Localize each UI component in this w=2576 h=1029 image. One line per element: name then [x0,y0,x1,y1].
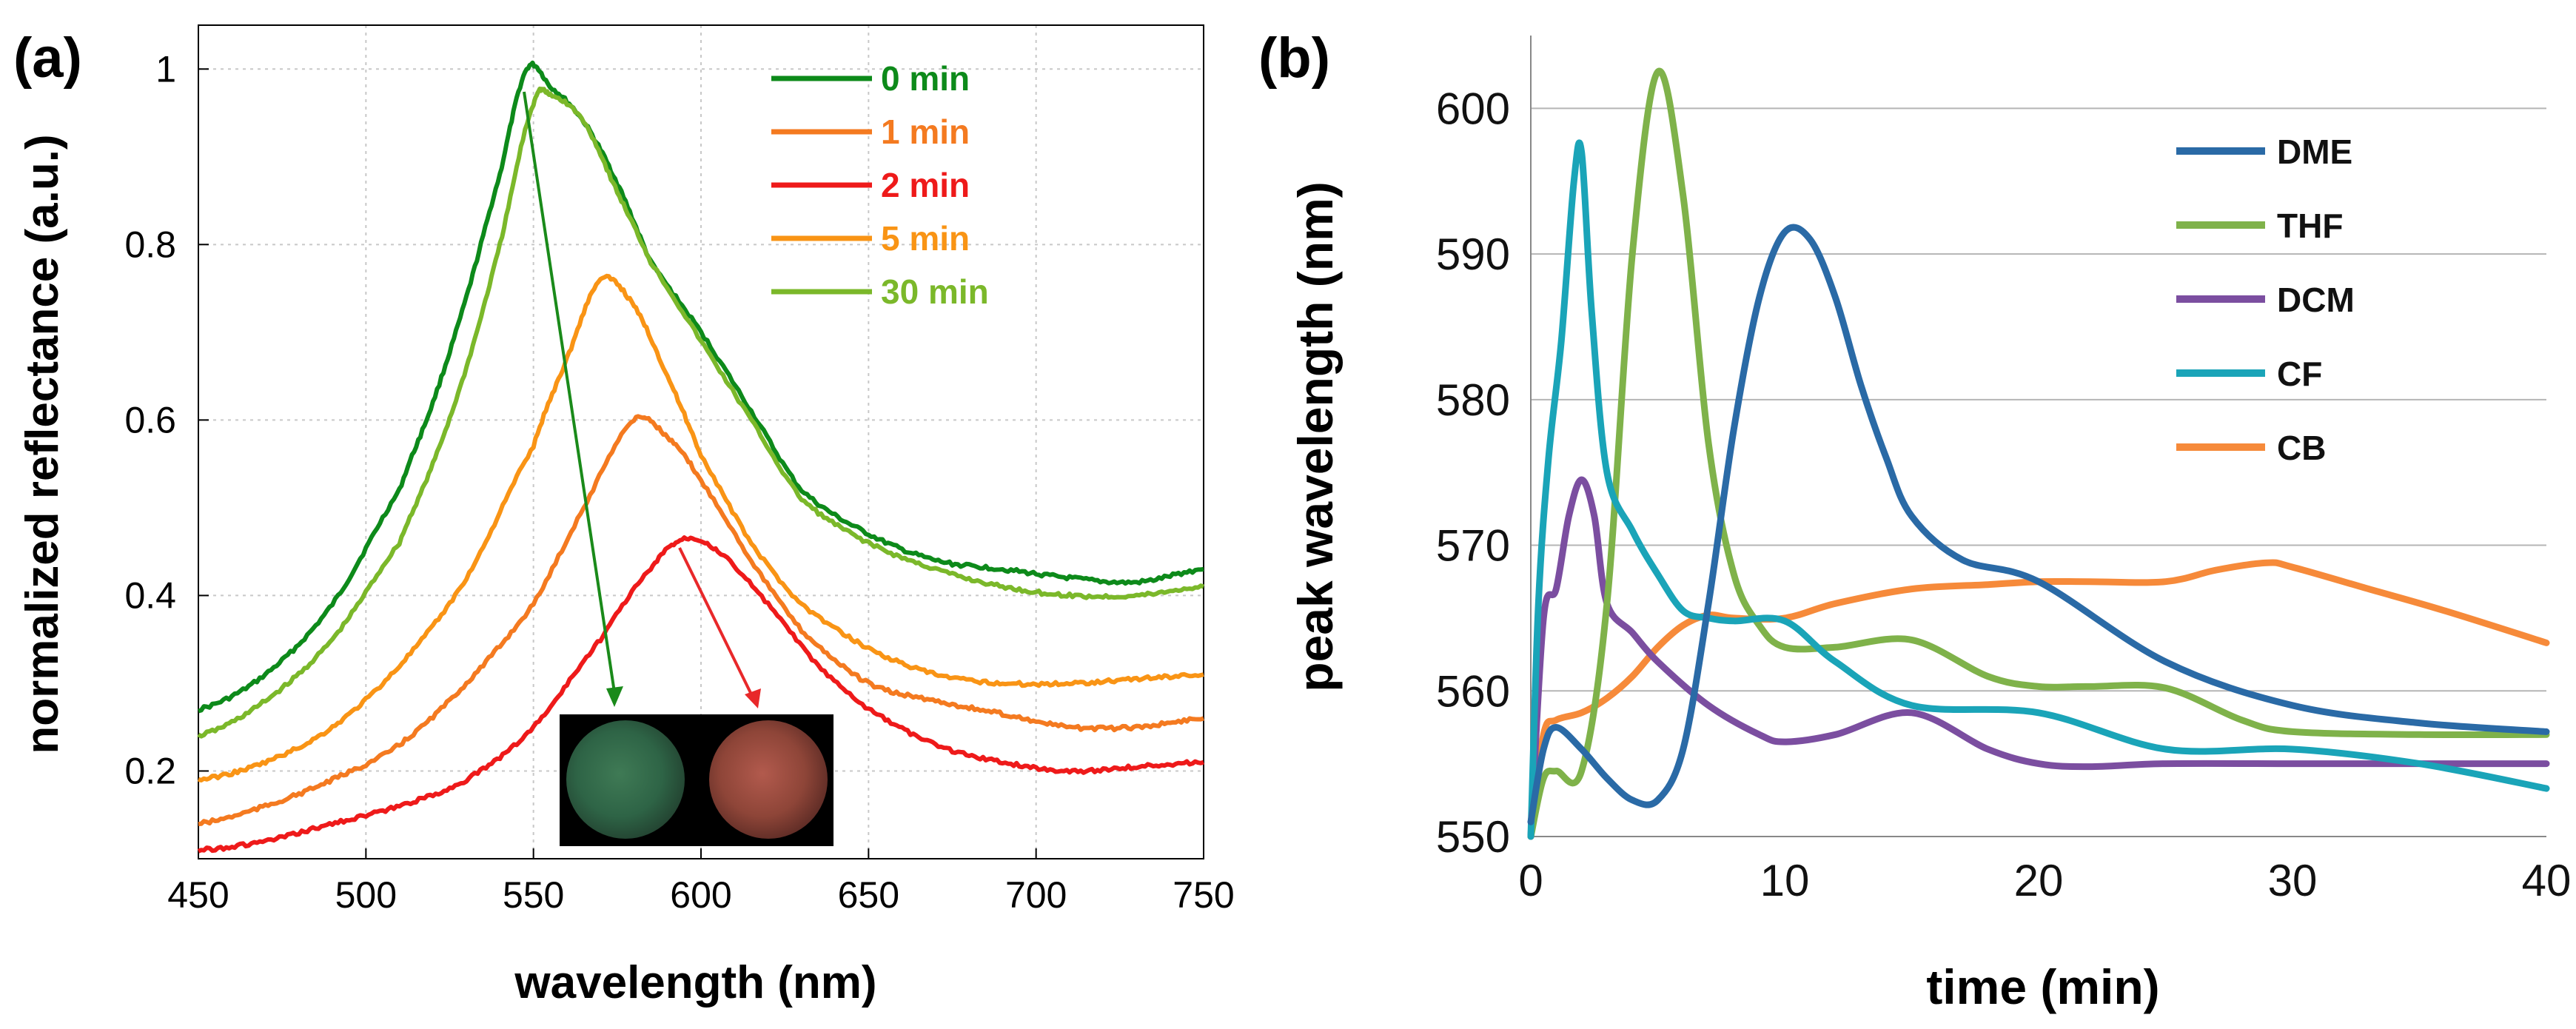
x-tick-label: 0 [1518,856,1543,905]
panel-a-x-axis-title: wavelength (nm) [514,957,876,1008]
y-tick-label: 0.4 [124,574,176,616]
x-tick-label: 700 [1005,874,1067,916]
panel-a-label: (a) [13,27,82,90]
panel-b-label: (b) [1258,27,1330,90]
legend-label-2-min: 2 min [881,166,970,204]
inset-photos [560,714,833,846]
series-line-30-min [197,86,1205,739]
panel-b-x-tick-labels: 0 10 20 30 40 [1518,856,2571,905]
y-tick-label: 600 [1436,84,1510,133]
red-film-photo [709,720,828,839]
arrow-to-red-photo [678,547,754,697]
legend-label-THF: THF [2277,207,2343,245]
series-line-1-min [198,414,1204,827]
arrow-head-green [606,686,623,707]
x-tick-label: 40 [2522,856,2572,905]
legend-label-DME: DME [2277,133,2352,171]
y-tick-label: 0.6 [124,399,176,440]
panel-a: (a) 0.20.40.60.81 450 500 550 600 650 700 750 … [13,24,1235,1008]
y-tick-label: 570 [1436,521,1510,571]
x-tick-label: 750 [1173,874,1234,916]
y-tick-label: 590 [1436,229,1510,279]
legend-label-5-min: 5 min [881,219,970,258]
y-tick-label: 0.2 [124,750,176,791]
panel-b-y-axis-title: peak wavelength (nm) [1288,181,1343,692]
panel-a-arrows [523,91,761,708]
panel-a-x-tick-labels: 450 500 550 600 650 700 750 [167,848,1235,916]
legend-label-30-min: 30 min [881,272,989,311]
legend-label-DCM: DCM [2277,281,2355,319]
legend-label-0-min: 0 min [881,59,970,98]
y-tick-label: 550 [1436,812,1510,862]
panel-b: (b) 550 560 570 580 590 600 0 10 20 30 40 time (m… [1258,27,2571,1014]
panel-b-legend: DME THF DCM CF CB [2176,133,2355,467]
x-tick-label: 500 [335,874,397,916]
panel-b-grid [1531,107,2546,837]
legend-label-CB: CB [2277,429,2326,467]
series-line-CF [1527,139,2550,840]
series-line-DCM [1527,476,2550,840]
panel-a-legend: 0 min 1 min 2 min 5 min 30 min [771,59,989,311]
x-tick-label: 30 [2268,856,2318,905]
x-tick-label: 20 [2014,856,2064,905]
green-film-photo [566,720,685,839]
series-line-DME [1527,224,2550,825]
legend-label-1-min: 1 min [881,113,970,151]
series-line-CB [1527,559,2550,840]
series-line-THF [1527,67,2550,840]
y-tick-label: 560 [1436,666,1510,716]
legend-label-CF: CF [2277,355,2322,393]
arrow-head-red [745,688,761,708]
y-tick-label: 580 [1436,375,1510,425]
panel-a-y-tick-labels: 0.2 0.4 0.6 0.8 1 [124,48,209,791]
panel-a-y-axis-title: normalized reflectance (a.u.) [17,134,68,754]
x-tick-label: 600 [670,874,731,916]
panel-b-x-axis-title: time (min) [1926,959,2159,1014]
panel-a-series [197,60,1205,854]
panel-b-series [1527,67,2550,840]
x-tick-label: 550 [503,874,564,916]
y-tick-label: 0.8 [124,224,176,265]
x-tick-label: 10 [1760,856,1810,905]
series-line-2-min [197,535,1204,854]
series-line-5-min [197,273,1204,782]
arrow-to-green-photo [523,91,616,693]
x-tick-label: 450 [167,874,229,916]
x-tick-label: 650 [838,874,899,916]
panel-b-y-tick-labels: 550 560 570 580 590 600 [1436,84,1510,862]
y-tick-label: 1 [155,48,176,90]
